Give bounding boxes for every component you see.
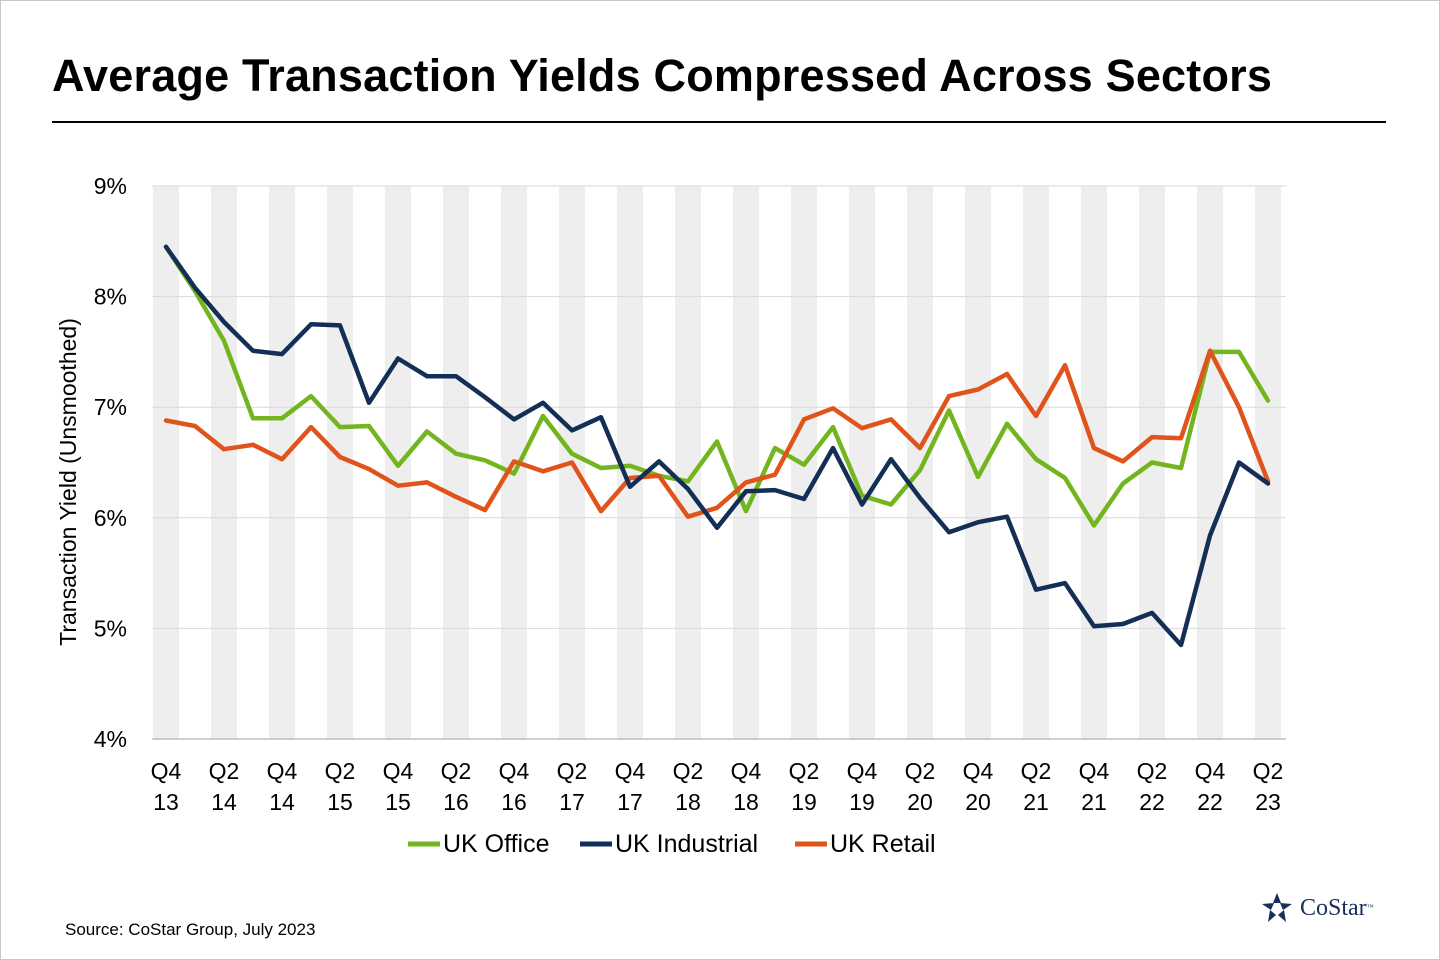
x-tick-label-quarter: Q4 [847, 758, 878, 784]
chart-title: Average Transaction Yields Compressed Ac… [52, 50, 1273, 101]
x-tick-label-year: 16 [443, 789, 469, 815]
x-tick-label-year: 23 [1255, 789, 1281, 815]
x-tick-label-year: 20 [907, 789, 933, 815]
series-line-uk-office [163, 244, 1271, 528]
y-tick-label: 5% [94, 615, 127, 641]
x-tick-label-year: 17 [559, 789, 585, 815]
x-tick-label-quarter: Q4 [267, 758, 298, 784]
x-tick-label-quarter: Q4 [1195, 758, 1226, 784]
x-tick-label-year: 22 [1197, 789, 1223, 815]
x-tick-label-quarter: Q2 [209, 758, 240, 784]
x-tick-label-year: 20 [965, 789, 991, 815]
costar-star-icon [1262, 893, 1292, 922]
shaded-band [907, 186, 933, 739]
x-tick-label-quarter: Q2 [325, 758, 356, 784]
series-line-uk-retail [163, 348, 1271, 519]
shaded-band [1197, 186, 1223, 739]
x-tick-label-quarter: Q4 [731, 758, 762, 784]
x-tick-label-quarter: Q2 [905, 758, 936, 784]
x-tick-label-year: 18 [675, 789, 701, 815]
x-tick-label-year: 18 [733, 789, 759, 815]
shaded-band [733, 186, 759, 739]
x-tick-label-year: 21 [1081, 789, 1107, 815]
x-tick-label-year: 14 [211, 789, 237, 815]
source-note: Source: CoStar Group, July 2023 [65, 920, 316, 939]
x-tick-label-year: 22 [1139, 789, 1165, 815]
x-tick-label-quarter: Q4 [615, 758, 646, 784]
shaded-bands [153, 186, 1281, 739]
x-tick-label-quarter: Q2 [1021, 758, 1052, 784]
x-tick-label-year: 15 [385, 789, 411, 815]
legend-label: UK Retail [830, 830, 936, 858]
x-tick-label-quarter: Q2 [441, 758, 472, 784]
x-tick-label-quarter: Q4 [963, 758, 994, 784]
x-tick-label-quarter: Q2 [1253, 758, 1284, 784]
series-line-uk-industrial [163, 244, 1271, 648]
costar-logo-text: CoStar™ [1300, 894, 1374, 921]
shaded-band [269, 186, 295, 739]
x-tick-label-year: 19 [791, 789, 817, 815]
x-tick-label-year: 16 [501, 789, 527, 815]
title-underline [52, 121, 1386, 123]
y-tick-label: 6% [94, 505, 127, 531]
x-tick-label-quarter: Q2 [1137, 758, 1168, 784]
legend-label: UK Office [443, 830, 550, 858]
x-tick-label-year: 14 [269, 789, 295, 815]
x-tick-label-quarter: Q4 [499, 758, 530, 784]
x-tick-label-year: 15 [327, 789, 353, 815]
y-tick-label: 9% [94, 173, 127, 199]
shaded-band [675, 186, 701, 739]
shaded-band [849, 186, 875, 739]
x-tick-label-year: 21 [1023, 789, 1049, 815]
y-tick-label: 4% [94, 726, 127, 752]
shaded-band [1081, 186, 1107, 739]
y-axis-title: Transaction Yield (Unsmoothed) [55, 318, 81, 646]
x-tick-label-quarter: Q4 [151, 758, 182, 784]
x-tick-label-quarter: Q4 [1079, 758, 1110, 784]
x-tick-label-quarter: Q2 [673, 758, 704, 784]
x-tick-label-year: 13 [153, 789, 179, 815]
costar-logo: CoStar™ [1260, 891, 1374, 925]
shaded-band [443, 186, 469, 739]
y-tick-label: 8% [94, 284, 127, 310]
legend-label: UK Industrial [615, 830, 758, 858]
x-tick-label-quarter: Q2 [789, 758, 820, 784]
shaded-band [153, 186, 179, 739]
x-tick-label-quarter: Q4 [383, 758, 414, 784]
x-tick-label-year: 19 [849, 789, 875, 815]
shaded-band [211, 186, 237, 739]
x-tick-label-quarter: Q2 [557, 758, 588, 784]
y-tick-label: 7% [94, 394, 127, 420]
x-tick-label-year: 17 [617, 789, 643, 815]
